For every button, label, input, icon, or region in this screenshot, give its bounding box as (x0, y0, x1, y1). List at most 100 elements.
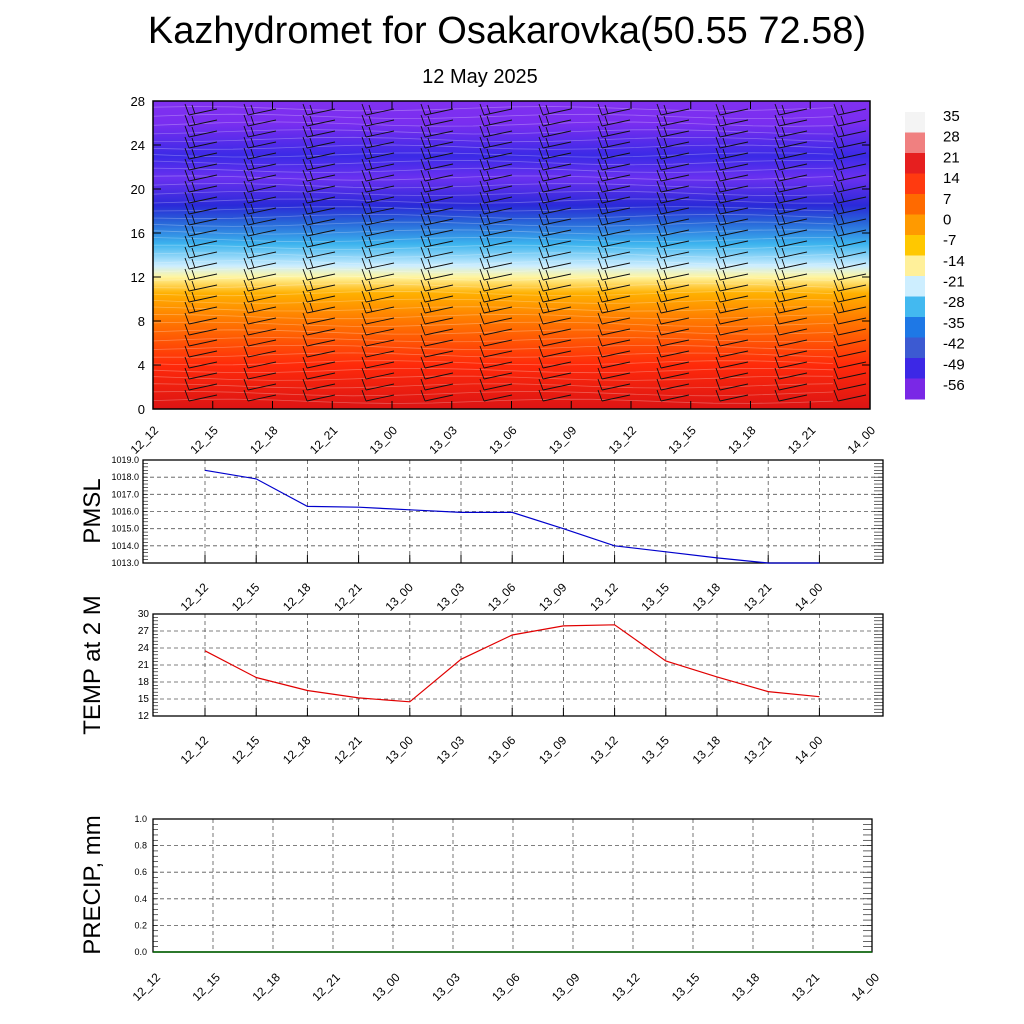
wind-barb (774, 114, 808, 127)
wind-barb (361, 301, 395, 314)
colorbar-label: -49 (943, 356, 965, 373)
wind-barb (361, 235, 395, 248)
wind-barb (243, 202, 277, 215)
x-tick-label: 13_00 (382, 733, 416, 767)
x-tick-label: 12_12 (128, 423, 162, 457)
wind-barb (597, 268, 631, 281)
wind-barb (243, 136, 277, 149)
wind-barb (538, 345, 572, 358)
contour-line (152, 121, 834, 127)
wind-barb (538, 279, 572, 292)
pmsl-panel: 1013.0 1014.0 1015.0 1016.0 1017.0 1018.0 1019… (79, 455, 884, 614)
wind-barb (774, 279, 808, 292)
y-tick-label: 12 (131, 270, 145, 285)
wind-barb (656, 169, 690, 182)
wind-barb (715, 169, 749, 182)
wind-barb (774, 312, 808, 325)
colorbar-label: 28 (943, 129, 960, 146)
wind-barb (420, 246, 454, 259)
contour-line (152, 229, 834, 235)
wind-barb (302, 301, 336, 314)
y-tick-label: 28 (131, 94, 145, 109)
wind-barb (243, 158, 277, 171)
x-tick-label: 12_18 (249, 970, 283, 1004)
wind-barb (420, 389, 454, 402)
wind-barb (420, 180, 454, 193)
wind-barb (656, 103, 690, 116)
wind-barb (833, 323, 867, 336)
wind-barb (538, 158, 572, 171)
x-tick-label: 13_00 (367, 423, 401, 457)
wind-barb (184, 125, 218, 138)
temp-panel: 12 15 18 21 24 27 30 12_12 12_15 12_18 12_21 13_00 1… (79, 595, 884, 767)
wind-barb (774, 158, 808, 171)
wind-barb (538, 202, 572, 215)
colorbar-swatch (905, 296, 925, 318)
wind-barb (656, 246, 690, 259)
wind-barb (184, 345, 218, 358)
wind-barb (361, 158, 395, 171)
wind-barb (420, 114, 454, 127)
wind-barb (479, 279, 513, 292)
wind-barb (361, 257, 395, 270)
wind-barb (184, 257, 218, 270)
wind-barb (597, 147, 631, 160)
x-tick-label: 13_12 (606, 423, 640, 457)
wind-barb (656, 235, 690, 248)
wind-barb (597, 367, 631, 380)
x-tick-label: 13_18 (729, 970, 763, 1004)
wind-barb (361, 356, 395, 369)
wind-barb (302, 114, 336, 127)
wind-barb (538, 334, 572, 347)
x-tick-label: 13_21 (785, 423, 819, 457)
wind-barb (302, 334, 336, 347)
wind-barb (361, 279, 395, 292)
wind-barb (715, 378, 749, 391)
contour-line (152, 283, 834, 289)
wind-barb (715, 147, 749, 160)
precip-panel: 0.0 0.2 0.4 0.6 0.8 1.0 12_12 12_15 12_18 12_21 13… (79, 814, 882, 1004)
wind-barb (715, 279, 749, 292)
x-tick-label: 12_21 (331, 733, 365, 767)
wind-barb (243, 356, 277, 369)
wind-barb (774, 334, 808, 347)
wind-barb (184, 224, 218, 237)
x-tick-label: 12_15 (229, 580, 263, 614)
y-tick-label: 0.2 (134, 920, 147, 930)
wind-barb (184, 202, 218, 215)
wind-barb (243, 125, 277, 138)
x-tick-label: 14_00 (849, 970, 883, 1004)
wind-barb (479, 367, 513, 380)
contour-line (152, 352, 834, 358)
contour-line (152, 337, 834, 343)
y-tick-label: 16 (131, 226, 145, 241)
wind-barb (656, 191, 690, 204)
wind-barb (538, 290, 572, 303)
colorbar-label: 35 (943, 108, 960, 125)
wind-barb (774, 125, 808, 138)
wind-barb (656, 279, 690, 292)
wind-barb (420, 367, 454, 380)
wind-barb (243, 169, 277, 182)
wind-barb (656, 301, 690, 314)
y-tick-label: 0.0 (134, 947, 147, 957)
wind-barb (715, 290, 749, 303)
wind-barb (597, 114, 631, 127)
wind-barb (302, 246, 336, 259)
wind-barb (833, 268, 867, 281)
wind-barb (715, 323, 749, 336)
wind-barb (302, 345, 336, 358)
wind-barb (715, 213, 749, 226)
wind-barb (597, 334, 631, 347)
x-tick-label: 13_00 (382, 580, 416, 614)
wind-barb (597, 180, 631, 193)
wind-barb (656, 147, 690, 160)
wind-barb (597, 103, 631, 116)
wind-barb (302, 103, 336, 116)
wind-barb (479, 136, 513, 149)
wind-barb (243, 378, 277, 391)
wind-barb (833, 389, 867, 402)
wind-barb (774, 224, 808, 237)
wind-barb (420, 279, 454, 292)
